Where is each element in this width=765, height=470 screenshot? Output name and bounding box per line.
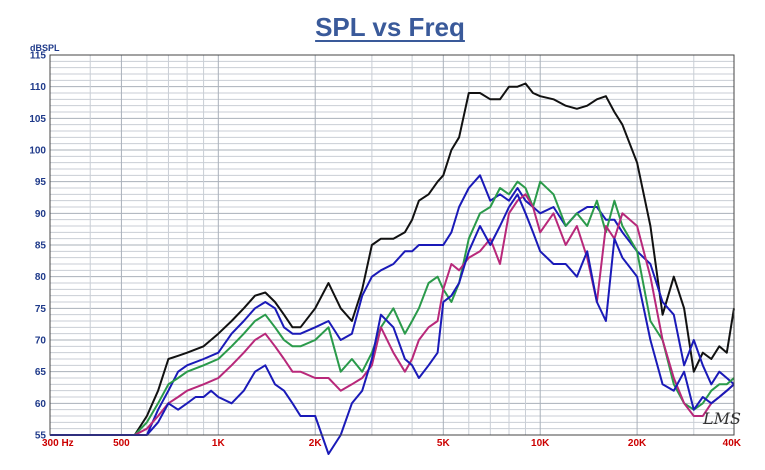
lms-watermark: LMS xyxy=(702,409,741,428)
y-tick-label: 60 xyxy=(35,399,47,410)
x-tick-label: 500 xyxy=(113,438,130,449)
y-tick-label: 105 xyxy=(29,114,46,125)
x-tick-label: 1K xyxy=(212,438,226,449)
x-tick-label: 2K xyxy=(309,438,323,449)
x-tick-label: 300 Hz xyxy=(42,438,74,449)
y-tick-label: 100 xyxy=(29,146,46,157)
y-tick-label: 75 xyxy=(35,304,47,315)
y-tick-label: 65 xyxy=(35,367,47,378)
y-tick-label: 55 xyxy=(35,431,47,442)
y-tick-label: 110 xyxy=(30,82,47,93)
x-tick-label: 20K xyxy=(628,438,647,449)
plot-frame xyxy=(49,54,735,436)
y-tick-labels: 115 110 105 100 95 90 85 80 75 70 65 60 55 xyxy=(29,51,46,442)
x-tick-label: 10K xyxy=(531,438,550,449)
x-tick-label: 40K xyxy=(723,438,742,449)
series-line-1 xyxy=(50,82,735,436)
series-line-5 xyxy=(50,193,735,455)
y-tick-label: 115 xyxy=(30,51,47,62)
y-tick-label: 85 xyxy=(35,241,47,252)
y-tick-label: 70 xyxy=(35,336,47,347)
series-line-2 xyxy=(50,174,735,436)
x-tick-label: 5K xyxy=(437,438,451,449)
series-layer xyxy=(50,82,735,455)
x-tick-labels: 300 Hz 500 1K 2K 5K 10K 20K 40K xyxy=(42,438,742,449)
grid-layer xyxy=(49,54,735,436)
series-line-4 xyxy=(50,193,735,436)
y-axis-label: dBSPL xyxy=(30,43,60,53)
chart-title: SPL vs Freq xyxy=(315,12,465,42)
y-tick-label: 80 xyxy=(35,272,47,283)
y-tick-label: 95 xyxy=(35,177,47,188)
y-tick-label: 90 xyxy=(35,209,47,220)
